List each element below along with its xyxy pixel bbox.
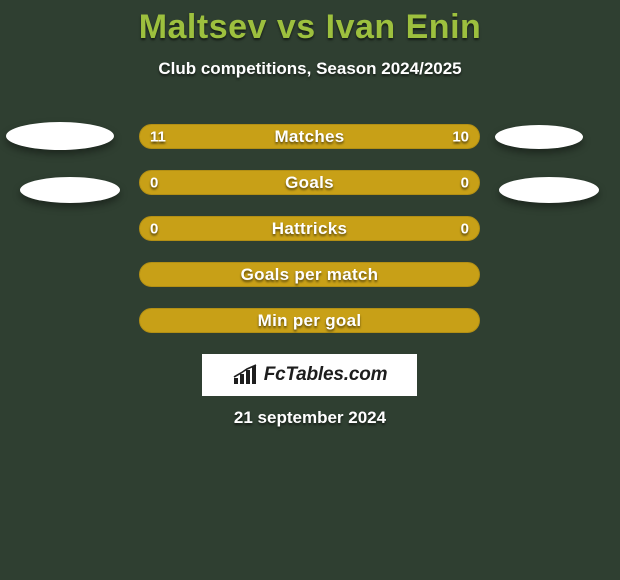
stat-right-value: 10 bbox=[452, 128, 469, 145]
title: Maltsev vs Ivan Enin bbox=[0, 0, 620, 47]
stat-label: Hattricks bbox=[272, 219, 347, 239]
stat-bar: 0 Hattricks 0 bbox=[139, 216, 480, 241]
player-right-marker-icon bbox=[495, 125, 583, 149]
stat-row: Min per goal bbox=[0, 298, 620, 344]
source-logo: FcTables.com bbox=[202, 354, 417, 396]
player-left-marker-icon bbox=[20, 177, 120, 203]
stat-label: Goals bbox=[285, 173, 334, 193]
stat-left-value: 0 bbox=[150, 220, 158, 237]
stat-row: Goals per match bbox=[0, 252, 620, 298]
source-logo-text: FcTables.com bbox=[264, 364, 388, 386]
stat-bar: Min per goal bbox=[139, 308, 480, 333]
stat-left-value: 11 bbox=[150, 128, 166, 145]
stat-bar: Goals per match bbox=[139, 262, 480, 287]
stat-label: Goals per match bbox=[241, 265, 379, 285]
stat-right-value: 0 bbox=[461, 174, 469, 191]
stat-right-value: 0 bbox=[461, 220, 469, 237]
stat-label: Min per goal bbox=[258, 311, 362, 331]
stat-left-value: 0 bbox=[150, 174, 158, 191]
bar-chart-icon bbox=[232, 364, 258, 386]
player-right-marker-icon bbox=[499, 177, 599, 203]
stat-bar: 11 Matches 10 bbox=[139, 124, 480, 149]
player-left-marker-icon bbox=[6, 122, 114, 150]
subtitle: Club competitions, Season 2024/2025 bbox=[0, 59, 620, 79]
stat-label: Matches bbox=[274, 127, 344, 147]
comparison-infographic: Maltsev vs Ivan Enin Club competitions, … bbox=[0, 0, 620, 580]
stat-bar: 0 Goals 0 bbox=[139, 170, 480, 195]
stat-row: 0 Hattricks 0 bbox=[0, 206, 620, 252]
date-text: 21 september 2024 bbox=[0, 408, 620, 428]
